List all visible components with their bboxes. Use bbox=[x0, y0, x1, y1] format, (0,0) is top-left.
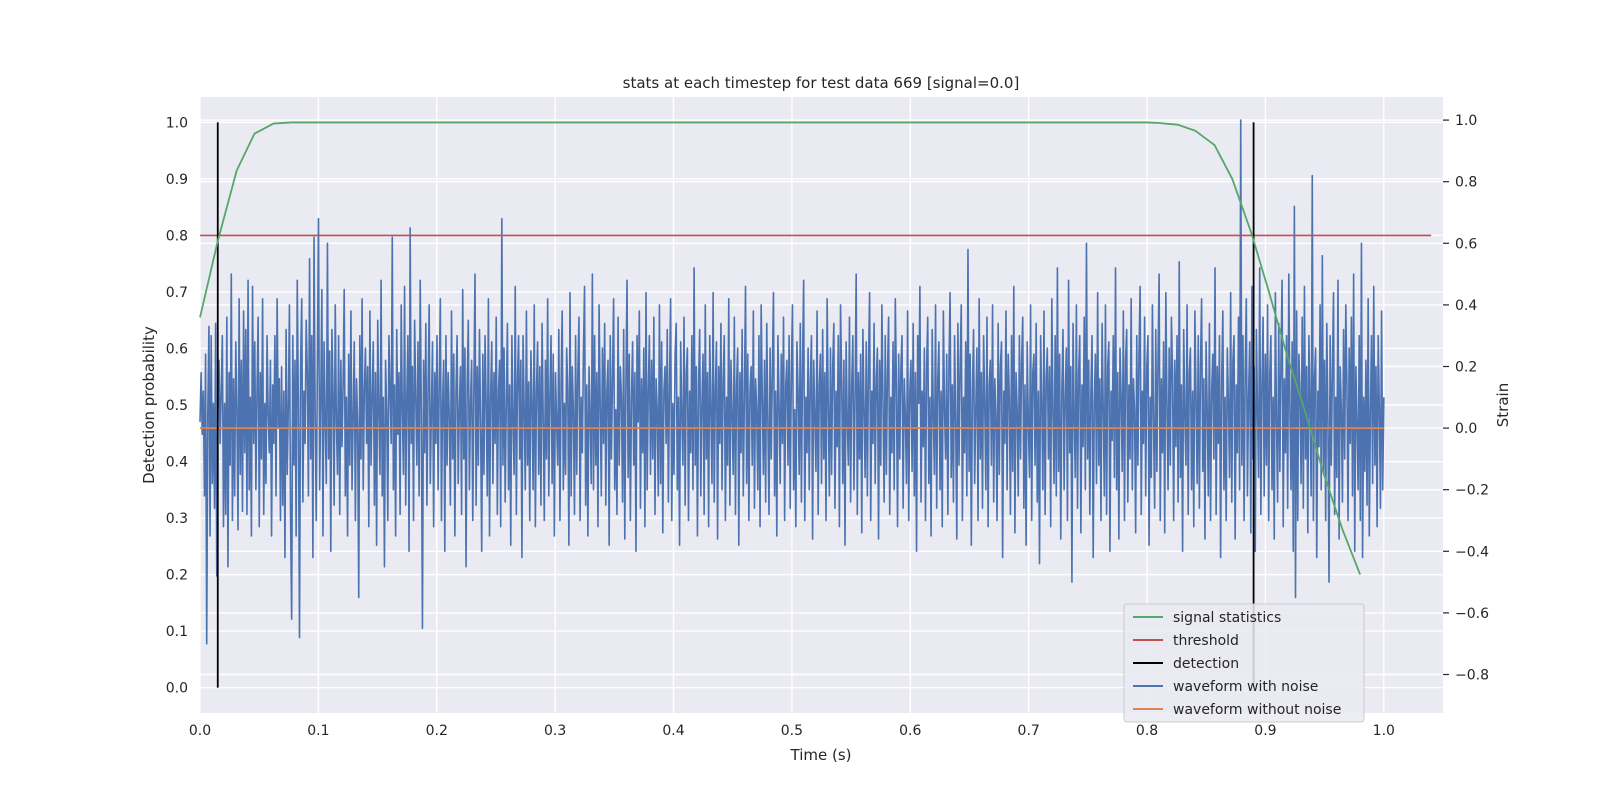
y2-tick-label: 0.6 bbox=[1455, 236, 1477, 252]
y-ticks: 0.0 0.1 0.2 0.3 0.4 0.5 0.6 0.7 0.8 0.9 1.0 bbox=[166, 115, 188, 696]
y2-tick-label: 0.4 bbox=[1455, 298, 1477, 314]
y-tick-label: 0.4 bbox=[166, 455, 188, 471]
legend-box bbox=[1123, 603, 1365, 723]
x-tick-label: 0.4 bbox=[662, 723, 684, 739]
series-waveform-with-noise bbox=[199, 119, 1385, 645]
y2-tick-label: −0.4 bbox=[1455, 544, 1489, 560]
series-signal-statistics bbox=[199, 121, 1361, 575]
y-tick-label: 0.6 bbox=[166, 341, 188, 357]
y-tick-label: 0.8 bbox=[166, 228, 188, 244]
y-tick-label: 0.9 bbox=[166, 172, 188, 188]
y-tick-label: 0.2 bbox=[166, 568, 188, 584]
x-axis-label: Time (s) bbox=[790, 746, 852, 764]
legend-label-detection: detection bbox=[1173, 656, 1239, 672]
y-tick-label: 0.1 bbox=[166, 624, 188, 640]
chart-title: stats at each timestep for test data 669… bbox=[623, 74, 1020, 92]
x-tick-label: 0.1 bbox=[307, 723, 329, 739]
y-tick-label: 0.0 bbox=[166, 681, 188, 697]
y-tick-label: 0.7 bbox=[166, 285, 188, 301]
series-layer bbox=[199, 119, 1432, 688]
legend-label-signal-statistics: signal statistics bbox=[1173, 610, 1281, 626]
x-tick-label: 0.3 bbox=[544, 723, 566, 739]
y2-tick-label: 0.8 bbox=[1455, 175, 1477, 191]
legend: signal statistics threshold detection wa… bbox=[1123, 603, 1365, 723]
legend-label-threshold: threshold bbox=[1173, 633, 1239, 649]
x-tick-label: 1.0 bbox=[1373, 723, 1395, 739]
y2-axis-label: Strain bbox=[1494, 383, 1512, 427]
y2-tick-label: −0.2 bbox=[1455, 483, 1489, 499]
y-tick-label: 0.5 bbox=[166, 398, 188, 414]
y2-ticks: −0.8 −0.6 −0.4 −0.2 0.0 0.2 0.4 0.6 0.8 1.0 bbox=[1443, 113, 1489, 684]
y-tick-label: 1.0 bbox=[166, 115, 188, 131]
legend-label-waveform-without-noise: waveform without noise bbox=[1173, 702, 1341, 718]
y-tick-label: 0.3 bbox=[166, 511, 188, 527]
y2-tick-label: 0.0 bbox=[1455, 421, 1477, 437]
x-tick-label: 0.0 bbox=[189, 723, 211, 739]
x-tick-label: 0.7 bbox=[1018, 723, 1040, 739]
y2-tick-label: −0.6 bbox=[1455, 606, 1489, 622]
y-axis-label: Detection probability bbox=[140, 326, 158, 484]
y2-tick-label: −0.8 bbox=[1455, 668, 1489, 684]
legend-label-waveform-with-noise: waveform with noise bbox=[1173, 679, 1318, 695]
x-ticks: 0.0 0.1 0.2 0.3 0.4 0.5 0.6 0.7 0.8 0.9 1.0 bbox=[189, 723, 1395, 739]
x-tick-label: 0.8 bbox=[1136, 723, 1158, 739]
x-tick-label: 0.9 bbox=[1254, 723, 1276, 739]
x-tick-label: 0.5 bbox=[781, 723, 803, 739]
y2-tick-label: 0.2 bbox=[1455, 360, 1477, 376]
x-tick-label: 0.6 bbox=[899, 723, 921, 739]
x-tick-label: 0.2 bbox=[426, 723, 448, 739]
y2-tick-label: 1.0 bbox=[1455, 113, 1477, 129]
